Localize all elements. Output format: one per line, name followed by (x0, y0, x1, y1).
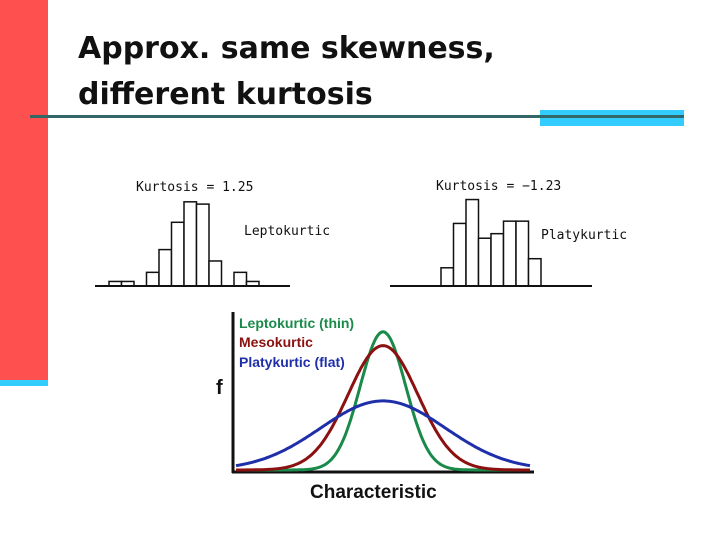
title-underline (30, 115, 540, 118)
hist1-bar (183, 201, 198, 287)
hist2-bar (452, 222, 467, 287)
hist1-annotation: Kurtosis = 1.25 (136, 180, 253, 195)
platykurtic-histogram: Kurtosis = −1.23 Platykurtic (390, 179, 627, 287)
hist2-bar (502, 220, 517, 287)
curve-leptokurtic (236, 330, 530, 472)
hist1-bar (158, 248, 173, 287)
left-accent-bar (0, 0, 48, 380)
left-accent-stripe (0, 380, 48, 386)
curves-ylabel: f (216, 377, 223, 399)
hist2-bar (477, 237, 492, 287)
hist2-label: Platykurtic (541, 228, 627, 243)
slide-title-line1: Approx. same skewness, (78, 31, 495, 66)
slide-title: Approx. same skewness, different kurtosi… (78, 26, 495, 118)
kurtosis-curves-chart: f Characteristic Leptokurtic (thin) Meso… (216, 312, 534, 503)
hist2-annotation: Kurtosis = −1.23 (436, 179, 561, 194)
hist1-bar (233, 271, 248, 287)
hist2-bar (490, 232, 505, 287)
slide-title-line2: different kurtosis (78, 77, 373, 112)
hist1-bar (208, 260, 223, 287)
hist1-bar (195, 203, 210, 287)
hist2-bar (527, 257, 542, 287)
hist2-bar (515, 220, 530, 287)
legend-leptokurtic: Leptokurtic (thin) (239, 315, 354, 331)
curve-mesokurtic (236, 344, 530, 472)
hist1-label: Leptokurtic (244, 224, 330, 239)
curves-xlabel: Characteristic (310, 482, 437, 503)
curve-platykurtic (235, 399, 531, 468)
hist1-bar (170, 221, 185, 287)
leptokurtic-histogram: Kurtosis = 1.25 Leptokurtic (95, 180, 330, 287)
hist2-bar (465, 198, 480, 287)
legend-platykurtic: Platykurtic (flat) (239, 354, 345, 370)
hist2-bar (440, 267, 455, 287)
title-underline-accent (540, 110, 684, 126)
legend-mesokurtic: Mesokurtic (239, 334, 313, 350)
hist1-bar (145, 271, 160, 287)
